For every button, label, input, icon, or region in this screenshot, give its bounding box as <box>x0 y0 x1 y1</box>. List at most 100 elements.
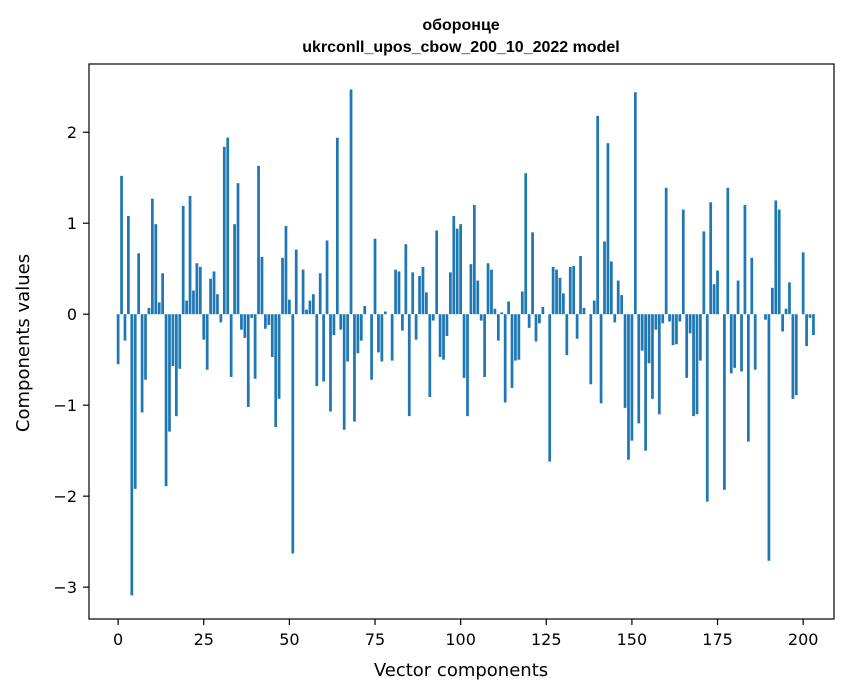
bar <box>421 266 425 315</box>
bar <box>541 306 545 315</box>
bar <box>496 314 500 341</box>
bar <box>500 312 504 315</box>
bar <box>699 314 702 361</box>
bar <box>311 294 315 315</box>
bar <box>808 314 812 318</box>
bar <box>120 175 123 315</box>
bar <box>250 314 254 318</box>
y-tick-label: 0 <box>67 305 77 324</box>
bar <box>425 292 428 315</box>
bar <box>746 314 750 442</box>
x-tick-label: 75 <box>365 630 385 649</box>
bar <box>226 137 230 315</box>
bar <box>407 314 411 417</box>
bar <box>332 314 336 336</box>
bar <box>140 314 144 413</box>
bar <box>144 314 147 380</box>
x-axis: 0 25 50 75 100 125 150 175 200 <box>113 619 818 649</box>
bar <box>127 215 130 315</box>
bar <box>198 266 202 315</box>
bar <box>257 165 260 315</box>
bar <box>647 314 651 364</box>
bar <box>401 314 404 331</box>
bar <box>431 314 435 321</box>
bar <box>308 300 312 315</box>
bar <box>150 198 154 315</box>
bar <box>743 205 747 315</box>
bar <box>599 314 603 404</box>
bar <box>723 314 726 490</box>
x-tick-label: 0 <box>113 630 123 649</box>
x-tick-label: 50 <box>279 630 299 649</box>
bar <box>246 314 250 408</box>
bar <box>394 269 397 315</box>
bar <box>418 275 421 315</box>
bar <box>476 280 480 315</box>
bar <box>551 266 555 315</box>
bar <box>664 187 668 315</box>
bar <box>579 255 582 315</box>
bar <box>229 314 233 377</box>
bar <box>202 314 206 340</box>
bar <box>675 314 678 345</box>
x-tick-label: 175 <box>702 630 733 649</box>
bar <box>192 290 195 315</box>
bar <box>435 230 439 315</box>
bar <box>596 115 600 315</box>
bar <box>188 195 192 315</box>
bar <box>493 308 497 315</box>
bar-series <box>116 89 815 596</box>
bar <box>654 314 658 330</box>
bar <box>558 277 562 315</box>
bar <box>753 314 757 370</box>
bar <box>736 280 740 315</box>
bar <box>733 314 737 368</box>
bar <box>716 270 719 315</box>
bar <box>524 173 528 315</box>
bar <box>363 306 367 315</box>
bar <box>616 280 620 315</box>
bar <box>685 314 689 378</box>
bar <box>483 314 486 377</box>
bar <box>130 314 134 596</box>
bar <box>466 314 469 417</box>
bar <box>517 314 521 360</box>
bar <box>794 314 798 396</box>
bar <box>671 314 675 346</box>
bar <box>274 314 278 428</box>
bar <box>781 314 784 332</box>
plot-frame <box>88 63 835 620</box>
bar <box>750 257 754 315</box>
bar <box>264 314 267 329</box>
bar <box>291 314 295 554</box>
bar <box>168 314 171 432</box>
bar <box>414 314 418 340</box>
y-tick-label: 2 <box>67 123 77 142</box>
bar <box>411 272 415 315</box>
bar <box>572 265 576 315</box>
bar <box>377 314 380 353</box>
bar <box>472 205 476 315</box>
bar <box>788 282 791 315</box>
bar <box>568 266 572 315</box>
bar <box>657 314 661 415</box>
bar <box>510 314 514 388</box>
bar <box>630 314 634 441</box>
bar <box>575 314 579 339</box>
bar <box>801 252 805 315</box>
bar <box>678 314 682 322</box>
bar <box>342 314 346 430</box>
bar <box>181 205 185 315</box>
bar <box>469 264 473 315</box>
bar <box>346 314 349 362</box>
bar <box>606 143 610 315</box>
bar <box>448 272 452 315</box>
x-tick-label: 100 <box>445 630 476 649</box>
bar <box>178 314 182 369</box>
bar <box>603 241 606 315</box>
bar <box>582 307 586 315</box>
bar <box>695 314 699 415</box>
bar <box>534 314 538 342</box>
bar <box>325 240 329 315</box>
